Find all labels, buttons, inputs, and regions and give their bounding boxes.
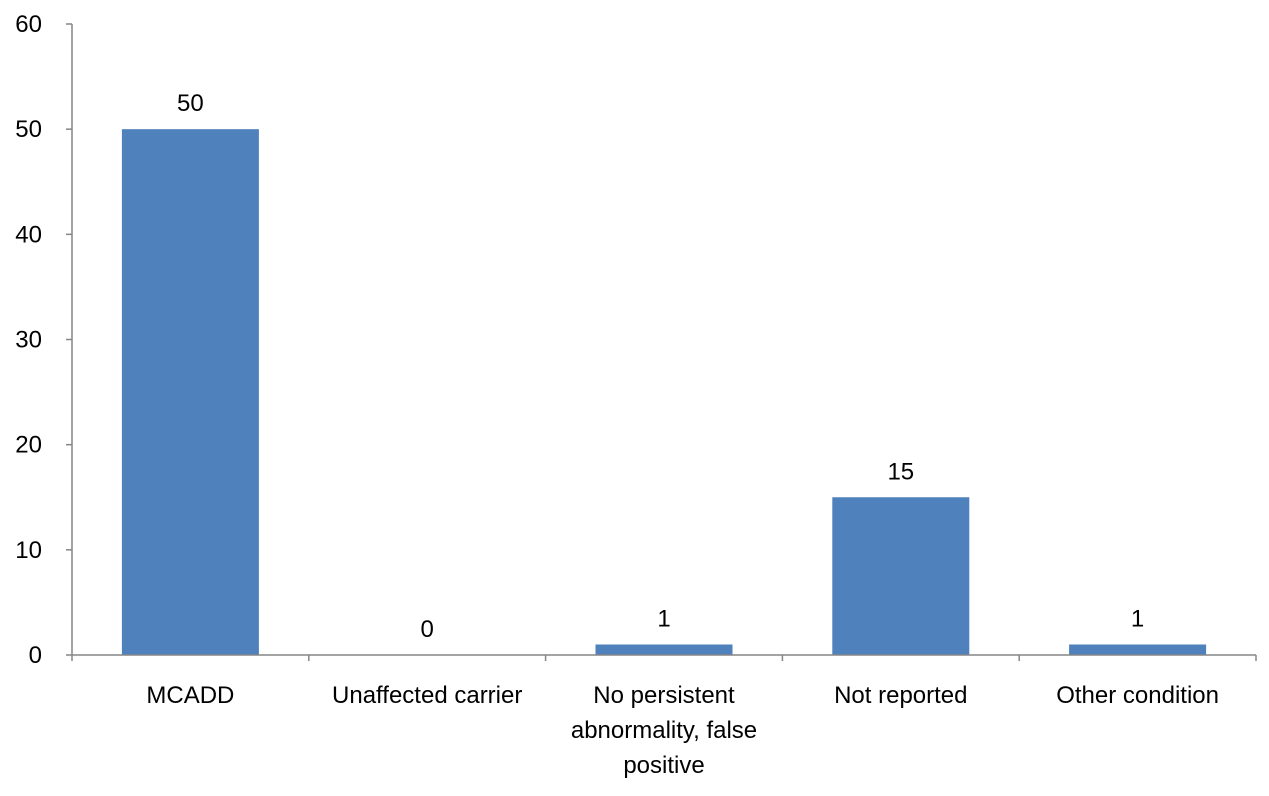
data-label: 0 [421,616,434,643]
data-label: 15 [887,458,914,485]
bar [832,497,970,655]
bar [121,129,259,655]
data-label: 1 [1131,605,1144,632]
x-category-label-line: Unaffected carrier [332,682,522,709]
x-category-label-line: Not reported [834,682,967,709]
y-axis: 0 10 20 30 40 50 60 [15,11,73,669]
x-axis: MCADD Unaffected carrier No persistent abno… [71,654,1257,779]
x-category-label: Other condition [1056,682,1219,709]
x-category-label-line: positive [623,752,704,779]
x-category-label: MCADD [146,682,234,709]
y-tick-label: 10 [15,537,42,564]
x-category-label-line: abnormality, false [571,717,757,744]
x-category-label-line: MCADD [146,682,234,709]
data-label: 1 [657,605,670,632]
y-tick-label: 60 [15,11,42,38]
bar [1069,644,1207,655]
y-tick-label: 40 [15,221,42,248]
y-tick-label: 0 [29,642,42,669]
data-label: 50 [177,90,204,117]
x-category-label-line: No persistent [593,682,735,709]
x-category-label: Unaffected carrier [332,682,522,709]
bars [121,129,1207,655]
x-category-label: Not reported [834,682,967,709]
x-category-label-line: Other condition [1056,682,1219,709]
x-category-label: No persistent abnormality, false positive [571,682,757,779]
data-labels: 50 0 1 15 1 [177,90,1144,643]
y-tick-label: 50 [15,116,42,143]
y-tick-label: 20 [15,432,42,459]
y-tick-label: 30 [15,327,42,354]
bar [595,644,733,655]
